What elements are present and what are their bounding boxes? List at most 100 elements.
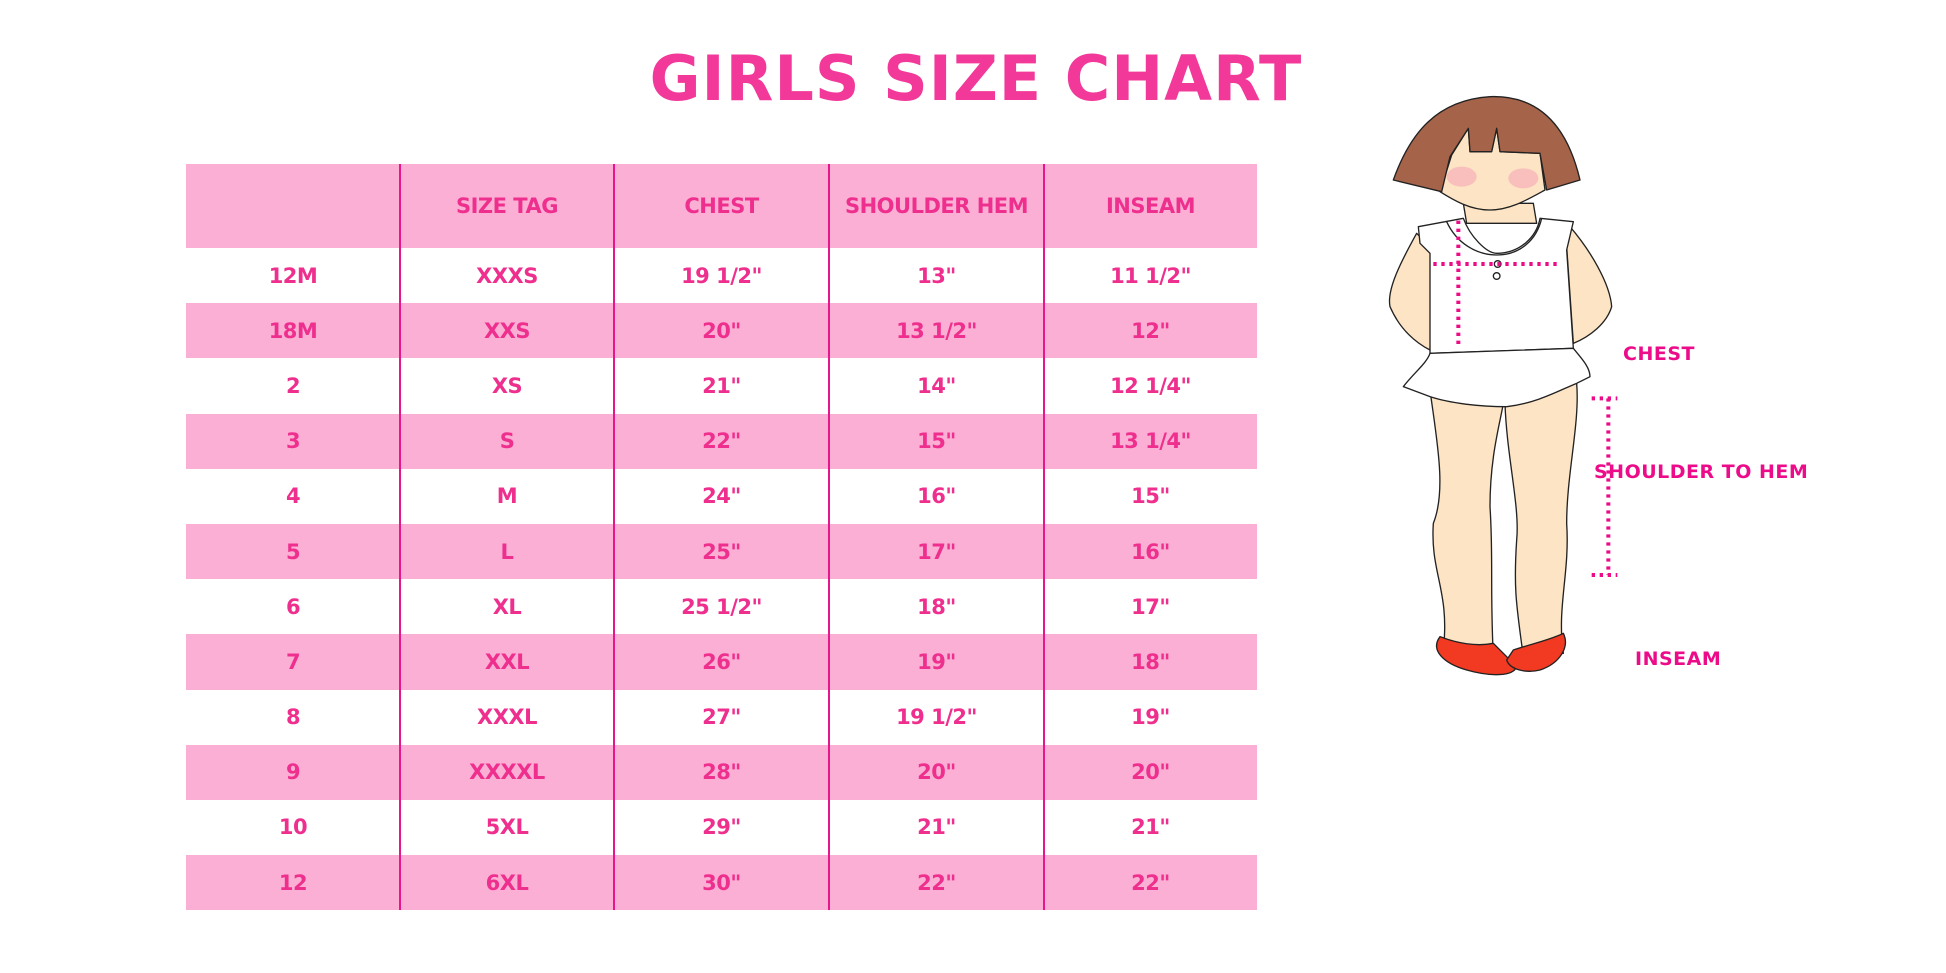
table-cell: 19 1/2" bbox=[681, 263, 762, 288]
table-cell: 19" bbox=[917, 649, 956, 674]
table-cell: 14" bbox=[917, 373, 956, 398]
column-divider bbox=[613, 164, 615, 910]
table-row: 10 5XL 29" 21" 21" bbox=[186, 800, 1257, 855]
table-cell: 24" bbox=[702, 484, 741, 509]
table-cell: 16" bbox=[917, 484, 956, 509]
table-cell: 8 bbox=[285, 705, 301, 730]
table-cell: 25 1/2" bbox=[681, 594, 762, 619]
right-shoe bbox=[1506, 632, 1566, 672]
right-arm bbox=[1566, 226, 1613, 344]
table-cell: S bbox=[499, 429, 515, 454]
table-cell: 19" bbox=[1131, 705, 1170, 730]
shoulder-to-hem-label: SHOULDER TO HEM bbox=[1594, 461, 1809, 483]
table-cell: XXXS bbox=[476, 263, 538, 288]
table-cell: 9 bbox=[285, 760, 301, 785]
page-title: GIRLS SIZE CHART bbox=[0, 42, 1946, 115]
table-cell: 3 bbox=[285, 429, 301, 454]
header-shoulder-hem: SHOULDER HEM bbox=[844, 194, 1029, 218]
title-text: GIRLS SIZE CHART bbox=[649, 42, 1303, 115]
girl-measurement-illustration bbox=[1388, 95, 1618, 676]
column-divider bbox=[828, 164, 830, 910]
table-cell: XXS bbox=[483, 318, 531, 343]
table-cell: L bbox=[500, 539, 514, 564]
table-cell: 13" bbox=[917, 263, 956, 288]
table-header-row: SIZE TAG CHEST SHOULDER HEM INSEAM bbox=[186, 164, 1257, 248]
table-cell: 16" bbox=[1131, 539, 1170, 564]
table-cell: 27" bbox=[702, 705, 741, 730]
table-cell: 22" bbox=[702, 429, 741, 454]
table-cell: 15" bbox=[917, 429, 956, 454]
button bbox=[1492, 272, 1501, 280]
table-cell: 22" bbox=[917, 870, 956, 895]
table-cell: 20" bbox=[702, 318, 741, 343]
table-cell: 30" bbox=[702, 870, 741, 895]
table-row: 12M XXXS 19 1/2" 13" 11 1/2" bbox=[186, 248, 1257, 303]
table-cell: 6XL bbox=[485, 870, 529, 895]
table-cell: 7 bbox=[285, 649, 301, 674]
table-cell: 4 bbox=[285, 484, 301, 509]
header-size-tag: SIZE TAG bbox=[455, 194, 559, 218]
dress-top bbox=[1417, 217, 1574, 354]
table-cell: XS bbox=[491, 373, 523, 398]
table-cell: XXXL bbox=[477, 705, 537, 730]
table-cell: XXL bbox=[484, 649, 530, 674]
cheek bbox=[1446, 166, 1477, 187]
table-cell: 12 1/4" bbox=[1110, 373, 1191, 398]
table-row: 5 L 25" 17" 16" bbox=[186, 523, 1257, 580]
table-row: 6 XL 25 1/2" 18" 17" bbox=[186, 579, 1257, 634]
table-cell: 5 bbox=[285, 539, 301, 564]
table-cell: 20" bbox=[1131, 760, 1170, 785]
table-row: 12 6XL 30" 22" 22" bbox=[186, 855, 1257, 911]
table-cell: 18" bbox=[1131, 649, 1170, 674]
table-cell: 12 bbox=[278, 870, 308, 895]
table-cell: 21" bbox=[917, 815, 956, 840]
table-cell: M bbox=[496, 484, 518, 509]
table-cell: 10 bbox=[278, 815, 308, 840]
table-cell: 19 1/2" bbox=[896, 705, 977, 730]
table-cell: 11 1/2" bbox=[1110, 263, 1191, 288]
table-cell: 22" bbox=[1131, 870, 1170, 895]
table-cell: 26" bbox=[702, 649, 741, 674]
table-cell: 17" bbox=[917, 539, 956, 564]
table-cell: XXXXL bbox=[469, 760, 545, 785]
table-cell: 13 1/4" bbox=[1110, 429, 1191, 454]
table-cell: 18" bbox=[917, 594, 956, 619]
table-cell: 2 bbox=[285, 373, 301, 398]
column-divider bbox=[1043, 164, 1045, 910]
chest-label: CHEST bbox=[1623, 343, 1695, 365]
table-cell: 25" bbox=[702, 539, 741, 564]
table-cell: 20" bbox=[917, 760, 956, 785]
table-cell: 29" bbox=[702, 815, 741, 840]
table-row: 18M XXS 20" 13 1/2" 12" bbox=[186, 303, 1257, 359]
dress-skirt bbox=[1402, 347, 1591, 408]
table-row: 3 S 22" 15" 13 1/4" bbox=[186, 413, 1257, 469]
table-cell: 5XL bbox=[485, 815, 529, 840]
inseam-label: INSEAM bbox=[1635, 648, 1722, 670]
table-cell: 15" bbox=[1131, 484, 1170, 509]
table-row: 4 M 24" 16" 15" bbox=[186, 469, 1257, 524]
table-cell: 6 bbox=[285, 594, 301, 619]
table-cell: 12" bbox=[1131, 318, 1170, 343]
left-leg bbox=[1429, 389, 1504, 658]
header-inseam: INSEAM bbox=[1105, 194, 1196, 218]
table-row: 7 XXL 26" 19" 18" bbox=[186, 634, 1257, 690]
hair bbox=[1392, 95, 1581, 193]
table-cell: 28" bbox=[702, 760, 741, 785]
left-shoe bbox=[1436, 636, 1518, 676]
table-cell: 17" bbox=[1131, 594, 1170, 619]
table-cell: 12M bbox=[268, 263, 318, 288]
table-cell: 13 1/2" bbox=[896, 318, 977, 343]
size-chart-table: SIZE TAG CHEST SHOULDER HEM INSEAM 12M XX… bbox=[186, 164, 1257, 911]
table-row: 8 XXXL 27" 19 1/2" 19" bbox=[186, 690, 1257, 745]
right-leg bbox=[1504, 382, 1578, 658]
table-cell: 21" bbox=[1131, 815, 1170, 840]
cheek bbox=[1508, 168, 1539, 189]
table-cell: XL bbox=[492, 594, 522, 619]
table-cell: 21" bbox=[702, 373, 741, 398]
left-arm bbox=[1388, 232, 1434, 351]
table-cell: 18M bbox=[268, 318, 318, 343]
header-chest: CHEST bbox=[684, 194, 759, 218]
table-row: 9 XXXXL 28" 20" 20" bbox=[186, 744, 1257, 800]
table-row: 2 XS 21" 14" 12 1/4" bbox=[186, 358, 1257, 413]
column-divider bbox=[399, 164, 401, 910]
